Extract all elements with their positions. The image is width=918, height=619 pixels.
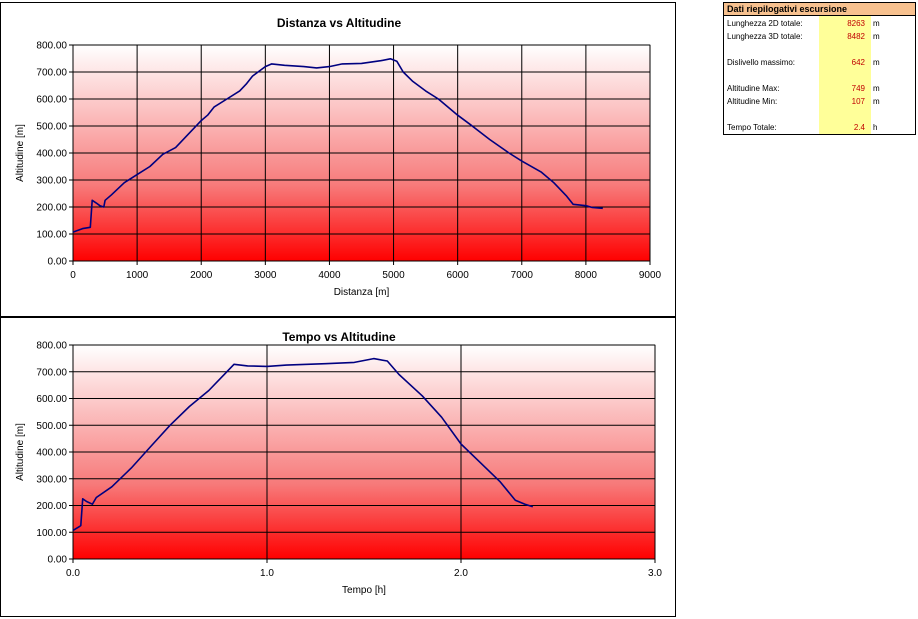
x-axis-label: Tempo [h] [342,585,386,596]
y-tick-label: 200.00 [36,203,67,214]
summary-value: 107 [851,97,865,106]
summary-unit: h [873,123,878,132]
y-tick-label: 500.00 [36,122,67,133]
y-tick-label: 0.00 [48,257,68,268]
y-tick-label: 700.00 [36,367,67,378]
summary-label: Dislivello massimo: [727,58,796,67]
summary-value: 8263 [847,19,865,28]
time-altitude-plot: 0.00 100.00 200.00 300.00 400.00 500.00 600.00… [15,330,662,596]
x-tick-label: 7000 [511,270,534,281]
summary-unit: m [873,58,880,67]
y-tick-label: 200.00 [36,501,67,512]
summary-label: Tempo Totale: [727,123,777,132]
x-tick-label: 3.0 [648,568,662,579]
x-axis-label: Distanza [m] [334,287,390,298]
y-tick-label: 500.00 [36,421,67,432]
y-tick-label: 100.00 [36,528,67,539]
summary-row-elevation-gain: Dislivello massimo: 642 m [724,57,915,69]
x-tick-label: 9000 [639,270,662,281]
summary-label: Altitudine Min: [727,97,778,106]
altitude-series-line [72,357,534,532]
x-tick-label: 0.0 [66,568,80,579]
y-axis-label: Altitudine [m] [15,423,26,481]
y-tick-label: 300.00 [36,474,67,485]
x-tick-label: 0 [70,270,76,281]
summary-row-length-3d: Lunghezza 3D totale: 8482 m [724,31,915,43]
summary-row-altitude-max: Altitudine Max: 749 m [724,83,915,95]
summary-value: 642 [851,58,865,67]
x-tick-label: 3000 [254,270,277,281]
altitude-series-line [72,58,603,233]
summary-label: Lunghezza 3D totale: [727,32,803,41]
summary-unit: m [873,84,880,93]
summary-label: Lunghezza 2D totale: [727,19,803,28]
summary-row-total-time: Tempo Totale: 2.4 h [724,122,915,134]
summary-unit: m [873,32,880,41]
summary-table: Dati riepilogativi escursione Lunghezza … [723,2,916,135]
y-tick-label: 600.00 [36,95,67,106]
distance-altitude-chart: 0.00 100.00 200.00 300.00 400.00 500.00 600.00… [0,2,676,317]
y-tick-label: 700.00 [36,68,67,79]
y-tick-label: 100.00 [36,230,67,241]
y-tick-label: 800.00 [36,341,67,352]
x-tick-label: 4000 [318,270,341,281]
x-tick-label: 5000 [382,270,405,281]
summary-value: 749 [851,84,865,93]
summary-row-length-2d: Lunghezza 2D totale: 8263 m [724,18,915,30]
summary-values-column [819,16,871,134]
summary-title: Dati riepilogativi escursione [724,3,915,16]
y-axis-label: Altitudine [m] [15,124,26,182]
distance-altitude-plot: 0.00 100.00 200.00 300.00 400.00 500.00 600.00… [15,16,662,298]
time-altitude-chart: 0.00 100.00 200.00 300.00 400.00 500.00 600.00… [0,317,676,617]
x-tick-label: 1.0 [260,568,274,579]
x-tick-label: 2.0 [454,568,468,579]
summary-unit: m [873,19,880,28]
chart-title: Tempo vs Altitudine [282,330,396,344]
summary-value: 8482 [847,32,865,41]
x-tick-label: 1000 [126,270,149,281]
y-tick-label: 400.00 [36,149,67,160]
y-tick-label: 600.00 [36,394,67,405]
y-tick-label: 400.00 [36,448,67,459]
x-tick-label: 2000 [190,270,213,281]
x-tick-label: 6000 [447,270,470,281]
y-tick-label: 0.00 [48,555,68,566]
summary-value: 2.4 [853,123,865,132]
summary-label: Altitudine Max: [727,84,780,93]
y-tick-label: 300.00 [36,176,67,187]
x-tick-label: 8000 [575,270,598,281]
y-tick-label: 800.00 [36,41,67,52]
summary-unit: m [873,97,880,106]
summary-row-altitude-min: Altitudine Min: 107 m [724,96,915,108]
chart-title: Distanza vs Altitudine [277,16,402,30]
